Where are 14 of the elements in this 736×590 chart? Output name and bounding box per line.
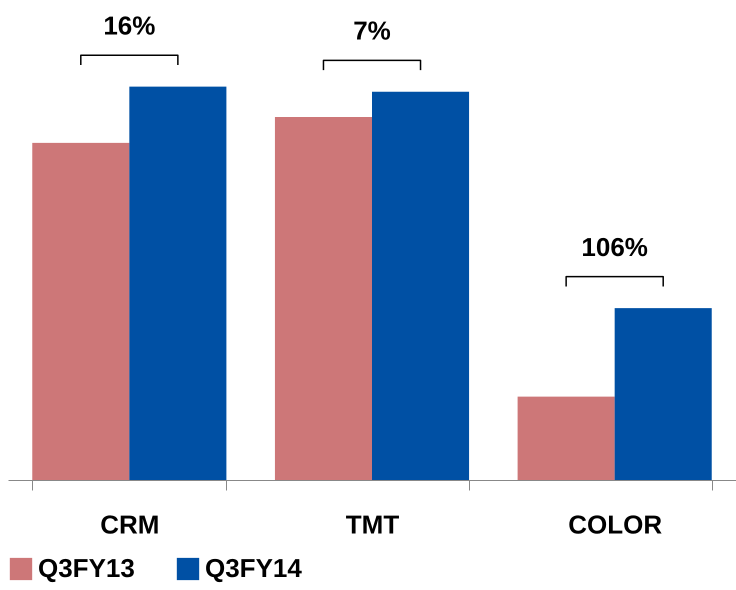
x-tick-label: COLOR — [568, 510, 662, 540]
bar — [518, 396, 615, 480]
x-tick-label: CRM — [100, 510, 160, 540]
x-tick-label: TMT — [346, 510, 400, 540]
bar — [614, 308, 712, 480]
text: 7% — [353, 16, 391, 46]
bar — [274, 116, 372, 480]
annotation: 106% — [581, 232, 648, 262]
legend-label: Q3FY13 — [38, 553, 135, 583]
bar — [372, 92, 470, 480]
bar — [129, 86, 226, 480]
legend-label: Q3FY14 — [205, 553, 302, 583]
bar — [32, 142, 130, 480]
text: 16% — [103, 10, 156, 40]
